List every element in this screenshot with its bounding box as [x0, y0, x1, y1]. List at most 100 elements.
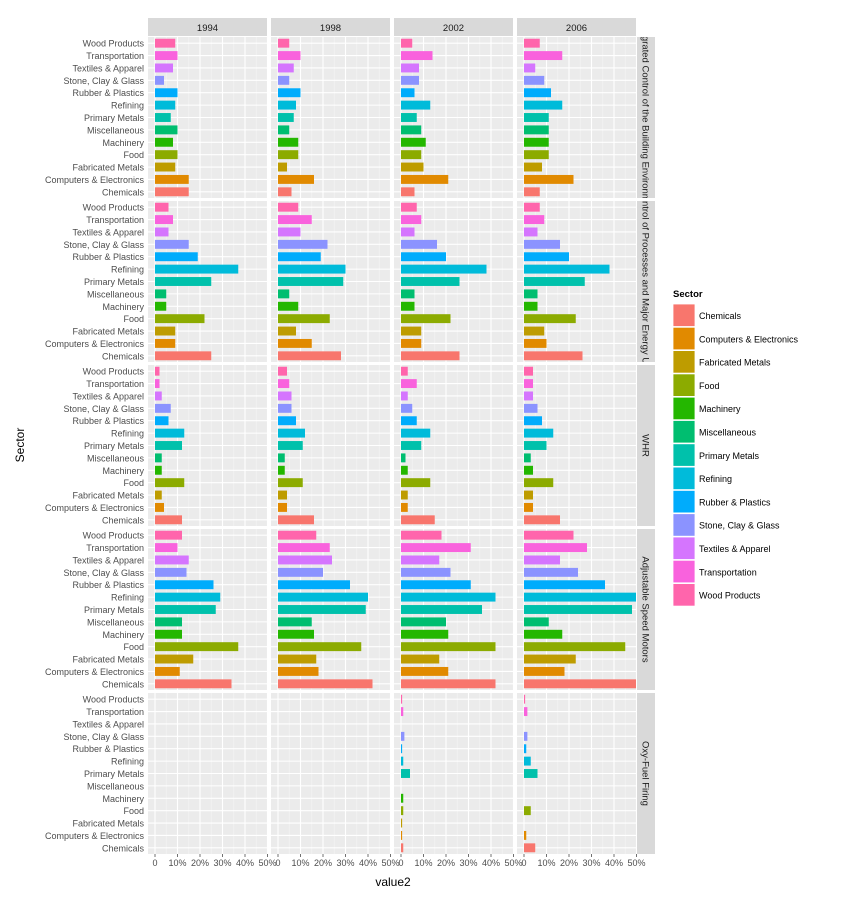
- y-tick-label: Stone, Clay & Glass: [63, 404, 144, 414]
- bar: [155, 301, 167, 311]
- x-tick-label: 30%: [459, 858, 477, 868]
- facet-panel: [271, 365, 392, 526]
- row-strip: Adjustable Speed Motors: [637, 529, 655, 690]
- bar: [524, 543, 587, 553]
- legend-label: Textiles & Apparel: [699, 544, 771, 554]
- bar: [401, 642, 496, 652]
- bar: [401, 416, 417, 426]
- bar: [155, 502, 164, 512]
- y-tick-label: Textiles & Apparel: [72, 391, 144, 401]
- bar: [155, 379, 160, 389]
- bar: [401, 351, 460, 361]
- bar: [524, 264, 610, 274]
- bar: [524, 679, 636, 689]
- facet-panel: [517, 201, 638, 362]
- bar: [524, 301, 538, 311]
- x-tick-label: 10%: [168, 858, 186, 868]
- y-tick-label: Textiles & Apparel: [72, 719, 144, 729]
- y-tick-label: Rubber & Plastics: [72, 252, 144, 262]
- x-tick-label: 20%: [191, 858, 209, 868]
- x-tick-label: 20%: [560, 858, 578, 868]
- bar: [278, 239, 328, 249]
- facet-panel: [394, 529, 515, 690]
- column-strip-label: 1994: [197, 23, 218, 34]
- bar: [401, 843, 404, 853]
- facet-panel: [271, 37, 392, 198]
- bar: [401, 338, 422, 348]
- bar: [155, 441, 182, 450]
- y-tick-label: Rubber & Plastics: [72, 416, 144, 426]
- column-strips: 1994 1998 2002 2006: [148, 18, 636, 36]
- y-tick-label: Fabricated Metals: [72, 819, 144, 829]
- legend-label: Primary Metals: [699, 451, 760, 461]
- bar: [524, 100, 563, 110]
- legend-item: Rubber & Plastics: [672, 489, 771, 514]
- row-strip-background: [637, 37, 655, 198]
- bar: [155, 351, 212, 361]
- bar: [401, 490, 408, 500]
- legend-item: Stone, Clay & Glass: [672, 513, 780, 537]
- bar: [524, 38, 540, 48]
- x-tick-label: 10%: [291, 858, 309, 868]
- row-strip-label: WHR: [640, 434, 651, 457]
- bar: [401, 88, 415, 98]
- legend-swatch: [672, 373, 696, 397]
- bar: [401, 453, 406, 463]
- bar: [401, 215, 422, 225]
- column-strip-background: [394, 18, 513, 36]
- bar: [524, 137, 549, 147]
- bar: [401, 202, 417, 212]
- bar: [155, 75, 164, 85]
- bar: [524, 441, 547, 450]
- bar: [278, 515, 314, 525]
- x-tick-label: 0: [398, 858, 403, 868]
- bar: [401, 515, 435, 525]
- column-strip: 1994: [148, 18, 267, 36]
- bar: [524, 314, 576, 324]
- facet-panel: [394, 365, 515, 526]
- bar: [524, 592, 636, 602]
- bar: [401, 51, 433, 61]
- legend-item: Refining: [672, 466, 732, 491]
- bar: [524, 806, 531, 816]
- bar: [401, 806, 404, 816]
- legend: Sector Chemicals Computers & Electronics Fa…: [672, 289, 799, 607]
- bar: [524, 338, 547, 348]
- y-tick-label: Chemicals: [102, 843, 145, 853]
- legend-swatch: [672, 443, 696, 467]
- bar: [401, 756, 404, 766]
- y-tick-label: Food: [123, 478, 144, 488]
- bar: [401, 113, 417, 122]
- legend-label: Wood Products: [699, 591, 761, 601]
- bar: [278, 264, 346, 274]
- bar: [524, 366, 533, 376]
- bar: [524, 478, 554, 488]
- bar: [278, 391, 292, 401]
- y-tick-label: Fabricated Metals: [72, 163, 144, 173]
- bar: [278, 379, 290, 389]
- y-tick-label: Transportation: [86, 215, 144, 225]
- y-tick-label: Food: [123, 314, 144, 324]
- bar: [155, 174, 189, 184]
- x-tick-label: 50%: [504, 858, 522, 868]
- x-tick-label: 50%: [381, 858, 399, 868]
- row-strips: Integrated Control of the Building Envir…: [637, 37, 655, 854]
- bar: [278, 301, 299, 311]
- legend-swatch: [672, 396, 696, 421]
- y-tick-label: Machinery: [102, 630, 144, 640]
- bar: [278, 580, 350, 590]
- bar: [401, 403, 413, 413]
- bar: [401, 830, 403, 840]
- legend-label: Computers & Electronics: [699, 334, 799, 344]
- bar: [155, 679, 232, 689]
- bar: [401, 379, 417, 389]
- bar: [155, 453, 162, 463]
- bar: [155, 88, 178, 98]
- bar: [278, 642, 362, 652]
- bar: [401, 567, 451, 577]
- y-tick-label: Primary Metals: [84, 113, 145, 123]
- y-tick-label: Primary Metals: [84, 441, 145, 451]
- bar: [524, 515, 560, 525]
- bar: [524, 617, 549, 627]
- bar: [155, 277, 212, 286]
